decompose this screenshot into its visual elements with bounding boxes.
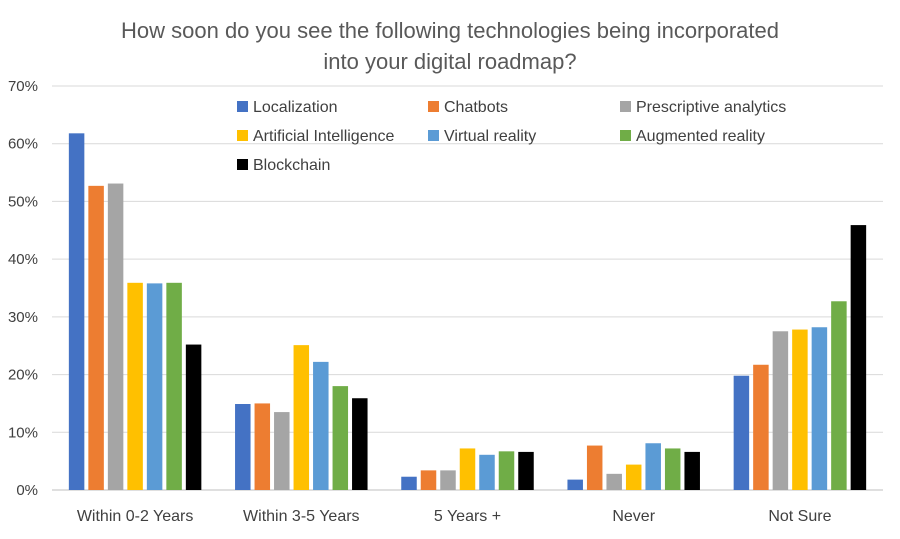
bar bbox=[332, 386, 349, 490]
x-category-label: 5 Years + bbox=[434, 508, 501, 525]
bar bbox=[792, 329, 808, 490]
y-axis: 0% 10% 20% 30% 40% 50% 60% 70% bbox=[8, 78, 38, 499]
bar bbox=[127, 282, 143, 490]
series-prescriptive-analytics bbox=[107, 183, 789, 490]
bar bbox=[567, 479, 583, 490]
chart-title: How soon do you see the following techno… bbox=[121, 18, 779, 74]
bar bbox=[811, 327, 828, 490]
legend-item: Augmented reality bbox=[620, 128, 765, 145]
legend-item: Chatbots bbox=[428, 99, 508, 116]
bar bbox=[772, 331, 789, 490]
chart-title-line-2: into your digital roadmap? bbox=[323, 49, 576, 74]
bar bbox=[274, 412, 290, 490]
bar bbox=[625, 464, 642, 490]
bar bbox=[459, 448, 476, 490]
y-tick-label: 70% bbox=[8, 78, 38, 95]
bar bbox=[850, 225, 867, 490]
y-tick-label: 50% bbox=[8, 193, 38, 210]
legend-label: Artificial Intelligence bbox=[253, 128, 395, 145]
legend-item: Prescriptive analytics bbox=[620, 99, 786, 116]
legend-label: Prescriptive analytics bbox=[636, 99, 786, 116]
legend: Localization Chatbots Prescriptive analyti… bbox=[237, 99, 786, 174]
legend-swatch bbox=[428, 101, 439, 112]
x-category-label: Within 0-2 Years bbox=[77, 508, 194, 525]
bar bbox=[645, 443, 661, 490]
legend-label: Virtual reality bbox=[444, 128, 536, 145]
series-augmented-reality bbox=[166, 282, 847, 490]
y-tick-label: 60% bbox=[8, 136, 38, 153]
legend-swatch bbox=[620, 130, 631, 141]
bar bbox=[401, 476, 417, 490]
bar bbox=[185, 344, 202, 490]
legend-label: Blockchain bbox=[253, 157, 330, 174]
bar bbox=[352, 398, 368, 490]
bar bbox=[68, 133, 85, 490]
bar bbox=[146, 283, 163, 490]
bar bbox=[518, 451, 534, 490]
bar bbox=[166, 282, 182, 490]
bar bbox=[831, 301, 847, 490]
bar bbox=[733, 375, 750, 490]
legend-item: Blockchain bbox=[237, 157, 330, 174]
y-tick-label: 20% bbox=[8, 367, 38, 384]
series-chatbots bbox=[88, 185, 769, 491]
legend-swatch bbox=[237, 159, 248, 170]
bar bbox=[606, 473, 622, 490]
bar bbox=[684, 451, 700, 490]
legend-item: Artificial Intelligence bbox=[237, 128, 395, 145]
bar bbox=[586, 445, 603, 490]
legend-swatch bbox=[428, 130, 439, 141]
legend-label: Chatbots bbox=[444, 99, 508, 116]
bar bbox=[664, 448, 681, 490]
bar bbox=[498, 451, 515, 490]
bar bbox=[313, 361, 329, 490]
x-category-label: Not Sure bbox=[768, 508, 831, 525]
bars bbox=[68, 133, 867, 491]
series-blockchain bbox=[185, 225, 867, 490]
bar bbox=[753, 364, 769, 490]
legend-swatch bbox=[237, 101, 248, 112]
series-artificial-intelligence bbox=[127, 282, 808, 490]
legend-swatch bbox=[237, 130, 248, 141]
legend-item: Localization bbox=[237, 99, 338, 116]
series-virtual-reality bbox=[146, 283, 828, 490]
bar bbox=[420, 470, 437, 490]
bar bbox=[479, 454, 495, 490]
bar bbox=[235, 404, 251, 490]
x-category-label: Never bbox=[612, 508, 655, 525]
legend-label: Augmented reality bbox=[636, 128, 765, 145]
chart-title-line-1: How soon do you see the following techno… bbox=[121, 18, 779, 43]
y-tick-label: 0% bbox=[16, 482, 38, 499]
y-tick-label: 10% bbox=[8, 424, 38, 441]
legend-swatch bbox=[620, 101, 631, 112]
legend-item: Virtual reality bbox=[428, 128, 536, 145]
bar bbox=[88, 185, 104, 491]
bar bbox=[107, 183, 124, 490]
bar bbox=[440, 470, 456, 490]
series-localization bbox=[68, 133, 750, 490]
y-tick-label: 40% bbox=[8, 251, 38, 268]
x-category-label: Within 3-5 Years bbox=[243, 508, 360, 525]
legend-label: Localization bbox=[253, 99, 338, 116]
x-axis: Within 0-2 Years Within 3-5 Years 5 Years … bbox=[77, 508, 832, 525]
bar bbox=[254, 403, 271, 490]
bar bbox=[293, 345, 310, 490]
y-tick-label: 30% bbox=[8, 309, 38, 326]
